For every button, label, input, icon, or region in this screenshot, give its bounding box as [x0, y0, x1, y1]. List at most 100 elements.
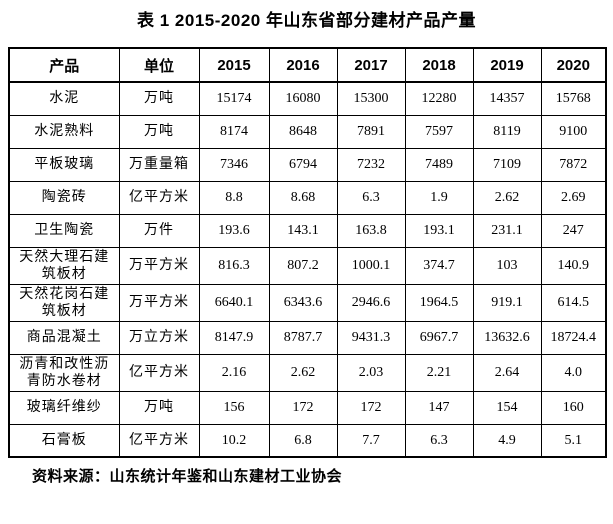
- unit-cell: 亿平方米: [118, 423, 200, 458]
- unit-cell: 万吨: [118, 114, 200, 149]
- value-cell: 7597: [404, 114, 474, 149]
- table-body: 水泥 万吨 15174 16080 15300 12280 14357 15768 水泥熟料 万吨…: [8, 81, 607, 458]
- column-header: 产品: [8, 47, 120, 83]
- value-cell: 160: [540, 390, 607, 425]
- unit-cell: 万重量箱: [118, 147, 200, 182]
- unit-cell: 万吨: [118, 81, 200, 116]
- value-cell: 2.69: [540, 180, 607, 215]
- table-row: 商品混凝土 万立方米 8147.9 8787.7 9431.3 6967.7 13632.6…: [8, 320, 607, 355]
- value-cell: 18724.4: [540, 320, 607, 355]
- value-cell: 103: [472, 246, 542, 285]
- column-header: 2020: [540, 47, 607, 83]
- value-cell: 8.8: [198, 180, 270, 215]
- value-cell: 9100: [540, 114, 607, 149]
- table-row: 水泥 万吨 15174 16080 15300 12280 14357 15768: [8, 81, 607, 116]
- value-cell: 247: [540, 213, 607, 248]
- production-table: 产品 单位 2015 2016 2017 2018 2019 2020 水泥 万吨 15174 16…: [8, 47, 607, 458]
- value-cell: 172: [268, 390, 338, 425]
- unit-cell: 亿平方米: [118, 353, 200, 392]
- value-cell: 2.03: [336, 353, 406, 392]
- column-header: 2018: [404, 47, 474, 83]
- value-cell: 172: [336, 390, 406, 425]
- value-cell: 1.9: [404, 180, 474, 215]
- table-row: 沥青和改性沥青防水卷材 亿平方米 2.16 2.62 2.03 2.21 2.64 4.0: [8, 353, 607, 392]
- value-cell: 816.3: [198, 246, 270, 285]
- value-cell: 156: [198, 390, 270, 425]
- value-cell: 374.7: [404, 246, 474, 285]
- value-cell: 193.1: [404, 213, 474, 248]
- value-cell: 7872: [540, 147, 607, 182]
- value-cell: 2.64: [472, 353, 542, 392]
- value-cell: 163.8: [336, 213, 406, 248]
- value-cell: 8648: [268, 114, 338, 149]
- column-header: 2015: [198, 47, 270, 83]
- value-cell: 919.1: [472, 283, 542, 322]
- product-cell: 水泥熟料: [8, 114, 120, 149]
- value-cell: 7.7: [336, 423, 406, 458]
- table-row: 玻璃纤维纱 万吨 156 172 172 147 154 160: [8, 390, 607, 425]
- value-cell: 143.1: [268, 213, 338, 248]
- value-cell: 140.9: [540, 246, 607, 285]
- table-row: 天然花岗石建筑板材 万平方米 6640.1 6343.6 2946.6 1964.5 919…: [8, 283, 607, 322]
- table-row: 水泥熟料 万吨 8174 8648 7891 7597 8119 9100: [8, 114, 607, 149]
- value-cell: 7346: [198, 147, 270, 182]
- product-cell: 玻璃纤维纱: [8, 390, 120, 425]
- value-cell: 154: [472, 390, 542, 425]
- product-cell: 石膏板: [8, 423, 120, 458]
- product-cell: 沥青和改性沥青防水卷材: [8, 353, 120, 392]
- value-cell: 8174: [198, 114, 270, 149]
- value-cell: 8787.7: [268, 320, 338, 355]
- table-row: 石膏板 亿平方米 10.2 6.8 7.7 6.3 4.9 5.1: [8, 423, 607, 458]
- product-cell: 陶瓷砖: [8, 180, 120, 215]
- header-row: 产品 单位 2015 2016 2017 2018 2019 2020: [8, 47, 607, 83]
- table-title: 表 1 2015-2020 年山东省部分建材产品产量: [137, 11, 476, 30]
- value-cell: 12280: [404, 81, 474, 116]
- value-cell: 6967.7: [404, 320, 474, 355]
- table-row: 平板玻璃 万重量箱 7346 6794 7232 7489 7109 7872: [8, 147, 607, 182]
- value-cell: 14357: [472, 81, 542, 116]
- value-cell: 2.21: [404, 353, 474, 392]
- value-cell: 6.8: [268, 423, 338, 458]
- value-cell: 8.68: [268, 180, 338, 215]
- value-cell: 231.1: [472, 213, 542, 248]
- value-cell: 13632.6: [472, 320, 542, 355]
- value-cell: 1964.5: [404, 283, 474, 322]
- unit-cell: 万件: [118, 213, 200, 248]
- unit-cell: 万立方米: [118, 320, 200, 355]
- value-cell: 193.6: [198, 213, 270, 248]
- value-cell: 8119: [472, 114, 542, 149]
- unit-cell: 万吨: [118, 390, 200, 425]
- value-cell: 5.1: [540, 423, 607, 458]
- value-cell: 8147.9: [198, 320, 270, 355]
- value-cell: 7109: [472, 147, 542, 182]
- value-cell: 7891: [336, 114, 406, 149]
- unit-cell: 万平方米: [118, 283, 200, 322]
- value-cell: 4.9: [472, 423, 542, 458]
- column-header: 2017: [336, 47, 406, 83]
- product-cell: 天然大理石建筑板材: [8, 246, 120, 285]
- column-header: 单位: [118, 47, 200, 83]
- value-cell: 147: [404, 390, 474, 425]
- value-cell: 9431.3: [336, 320, 406, 355]
- product-cell: 天然花岗石建筑板材: [8, 283, 120, 322]
- value-cell: 2.16: [198, 353, 270, 392]
- table-row: 陶瓷砖 亿平方米 8.8 8.68 6.3 1.9 2.62 2.69: [8, 180, 607, 215]
- value-cell: 2.62: [268, 353, 338, 392]
- value-cell: 6.3: [336, 180, 406, 215]
- value-cell: 15768: [540, 81, 607, 116]
- value-cell: 614.5: [540, 283, 607, 322]
- value-cell: 2946.6: [336, 283, 406, 322]
- product-cell: 商品混凝土: [8, 320, 120, 355]
- table-row: 天然大理石建筑板材 万平方米 816.3 807.2 1000.1 374.7 103 140…: [8, 246, 607, 285]
- source-note: 资料来源：山东统计年鉴和山东建材工业协会: [32, 468, 343, 485]
- value-cell: 6794: [268, 147, 338, 182]
- value-cell: 16080: [268, 81, 338, 116]
- value-cell: 10.2: [198, 423, 270, 458]
- value-cell: 1000.1: [336, 246, 406, 285]
- value-cell: 6343.6: [268, 283, 338, 322]
- value-cell: 6640.1: [198, 283, 270, 322]
- value-cell: 7489: [404, 147, 474, 182]
- column-header: 2016: [268, 47, 338, 83]
- value-cell: 7232: [336, 147, 406, 182]
